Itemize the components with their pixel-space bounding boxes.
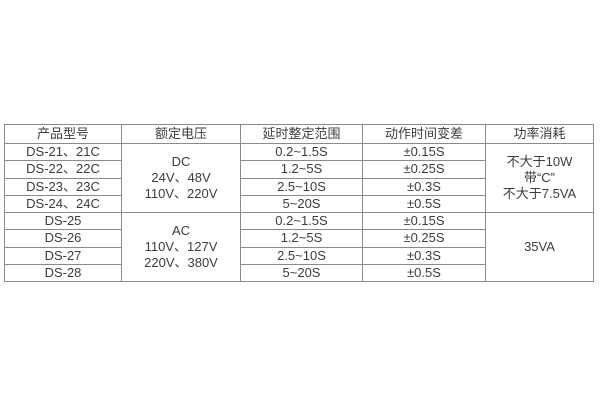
table-row: DS-26 1.2~5S ±0.25S xyxy=(4,229,594,248)
table-row: DS-22、22C 1.2~5S ±0.25S xyxy=(4,160,594,179)
spec-table: 产品型号 额定电压 延时整定范围 动作时间变差 功率消耗 DS-21、21C DC… xyxy=(4,124,594,283)
model-cell: DS-27 xyxy=(4,246,122,265)
table-row: DS-23、23C 2.5~10S ±0.3S xyxy=(4,177,594,196)
delay-range-cell: 5~20S xyxy=(240,263,363,283)
ac-voltage-cell: AC 110V、127V 220V、380V xyxy=(121,212,241,282)
model-cell: DS-22、22C xyxy=(4,160,122,179)
model-cell: DS-26 xyxy=(4,229,122,248)
delay-range-cell: 2.5~10S xyxy=(240,246,363,265)
table-row: DS-24、24C 5~20S ±0.5S xyxy=(4,194,594,214)
dc-voltage-cell: DC 24V、48V 110V、220V xyxy=(121,143,241,213)
model-cell: DS-23、23C xyxy=(4,177,122,196)
column-header-action-time-variation: 动作时间变差 xyxy=(362,124,486,144)
table-row: DS-28 5~20S ±0.5S xyxy=(4,263,594,283)
time-variation-cell: ±0.3S xyxy=(362,246,486,265)
column-header-delay-setting-range: 延时整定范围 xyxy=(240,124,363,144)
column-header-rated-voltage: 额定电压 xyxy=(121,124,241,144)
delay-range-cell: 1.2~5S xyxy=(240,229,363,248)
time-variation-cell: ±0.3S xyxy=(362,177,486,196)
delay-range-cell: 2.5~10S xyxy=(240,177,363,196)
time-variation-cell: ±0.25S xyxy=(362,160,486,179)
time-variation-cell: ±0.15S xyxy=(362,142,486,162)
column-header-power-consumption: 功率消耗 xyxy=(485,124,594,144)
time-variation-cell: ±0.5S xyxy=(362,263,486,283)
table-row: DS-25 AC 110V、127V 220V、380V 0.2~1.5S ±0.15… xyxy=(4,211,594,282)
header-row: 产品型号 额定电压 延时整定范围 动作时间变差 功率消耗 xyxy=(4,124,594,144)
column-header-product-model: 产品型号 xyxy=(4,124,122,144)
model-cell: DS-21、21C xyxy=(4,142,122,162)
time-variation-cell: ±0.15S xyxy=(362,211,486,231)
model-cell: DS-28 xyxy=(4,263,122,283)
model-cell: DS-24、24C xyxy=(4,194,122,214)
power-consumption-ac-cell: 35VA xyxy=(485,212,594,282)
time-variation-cell: ±0.5S xyxy=(362,194,486,214)
delay-range-cell: 1.2~5S xyxy=(240,160,363,179)
delay-range-cell: 0.2~1.5S xyxy=(240,211,363,231)
table-row: DS-21、21C DC 24V、48V 110V、220V 0.2~1.5S ±0.… xyxy=(4,142,594,213)
delay-range-cell: 5~20S xyxy=(240,194,363,214)
delay-range-cell: 0.2~1.5S xyxy=(240,142,363,162)
table-row: DS-27 2.5~10S ±0.3S xyxy=(4,246,594,265)
spec-table-body: DS-21、21C DC 24V、48V 110V、220V 0.2~1.5S ±0.… xyxy=(4,142,594,283)
time-variation-cell: ±0.25S xyxy=(362,229,486,248)
model-cell: DS-25 xyxy=(4,211,122,231)
power-consumption-dc-cell: 不大于10W 带“C” 不大于7.5VA xyxy=(485,143,594,213)
